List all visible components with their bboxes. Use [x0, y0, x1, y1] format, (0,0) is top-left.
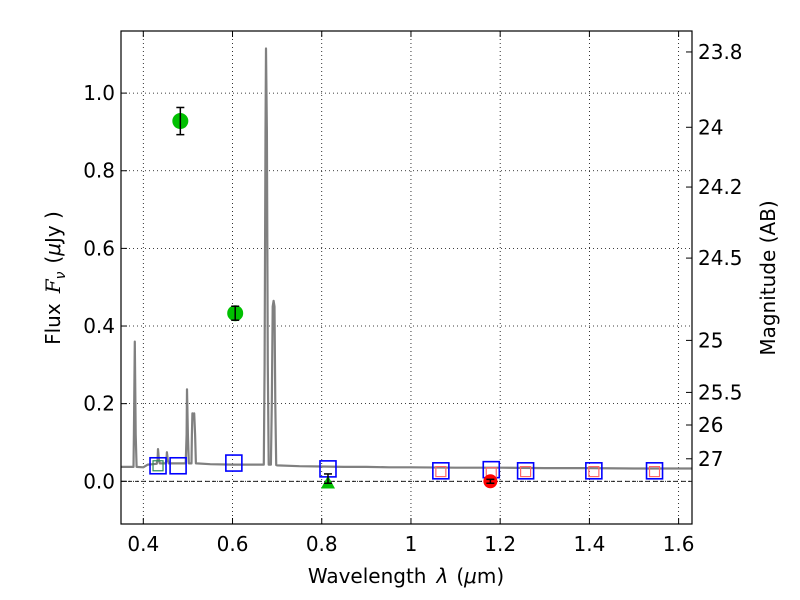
inner-marker [520, 465, 532, 478]
ticks: 0.4 0.6 0.8 1 1.2 1.4 1.6 0.0 0.2 0.4 0.6 0.8 1.0 23.… [83, 31, 743, 556]
y2-tick-label: 25.5 [698, 380, 743, 404]
y-axis-label: FluxFν(μJy ) [41, 211, 69, 345]
model-photometry-square [169, 456, 187, 475]
inner-marker [435, 465, 447, 478]
y2-tick-label: 23.8 [698, 40, 743, 64]
y-tick-label: 0.6 [83, 236, 115, 260]
y2-tick-label: 25 [698, 328, 723, 352]
y2-tick-label: 24 [698, 115, 723, 139]
y2-tick-label: 24.5 [698, 246, 743, 270]
model-photometry-square [149, 456, 167, 475]
x-tick-label: 1.6 [663, 532, 695, 556]
plot-frame [120, 30, 693, 525]
inner-marker [588, 465, 600, 478]
x-tick-label: 1 [405, 532, 418, 556]
markers [149, 106, 664, 489]
x-tick-label: 0.6 [217, 532, 249, 556]
y-tick-label: 0.2 [83, 392, 115, 416]
x-tick-label: 0.8 [306, 532, 338, 556]
y2-axis-label: Magnitude (AB) [756, 200, 780, 355]
spectrum-line [121, 47, 692, 470]
x-tick-label: 0.4 [127, 532, 159, 556]
y-tick-label: 0.4 [83, 314, 115, 338]
x-tick-label: 1.2 [484, 532, 516, 556]
model-photometry-square [432, 462, 450, 480]
y-tick-label: 0.8 [83, 159, 115, 183]
inner-marker [152, 460, 164, 472]
model-spectrum [121, 47, 692, 470]
model-photometry-square [516, 462, 535, 480]
model-photometry-square [645, 462, 664, 480]
grid-lines [121, 31, 692, 524]
y2-tick-label: 24.2 [698, 175, 743, 199]
model-photometry-square [225, 454, 243, 472]
y2-tick-label: 27 [698, 447, 723, 471]
y-tick-label: 1.0 [83, 81, 115, 105]
x-axis-label: Wavelength λ (μm) [308, 564, 504, 588]
inner-marker [648, 465, 661, 478]
x-tick-label: 1.4 [573, 532, 605, 556]
y-tick-label: 0.0 [83, 469, 115, 493]
y2-tick-label: 26 [698, 413, 723, 437]
model-photometry-square [585, 462, 603, 480]
